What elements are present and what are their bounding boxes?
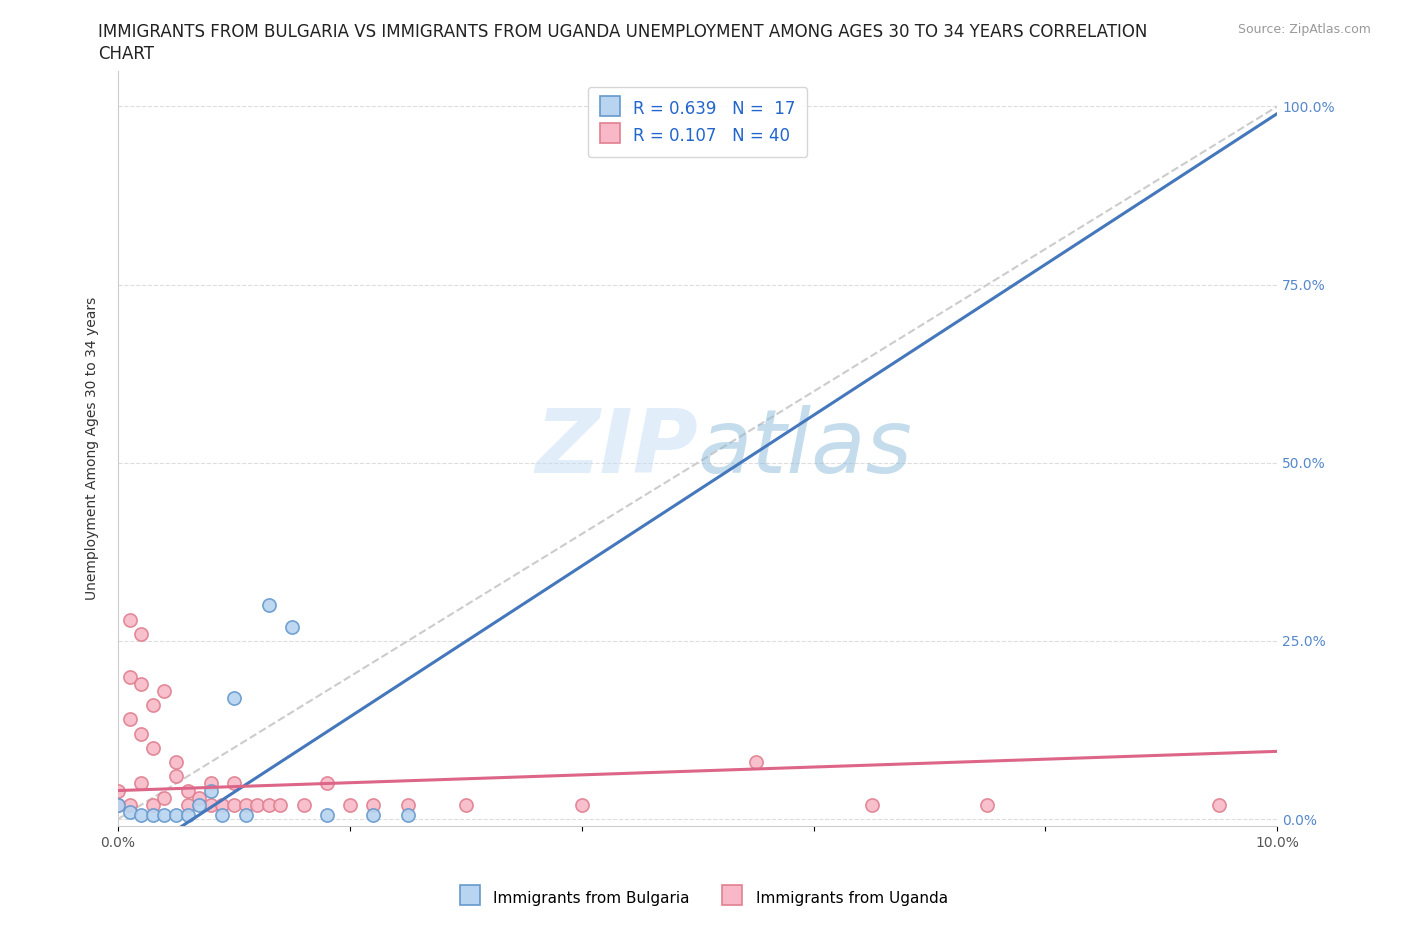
Point [142,740,165,755]
Point [129,808,152,823]
Point [235,808,257,823]
Point [211,797,233,812]
Point [176,808,198,823]
Point [257,797,280,812]
Point [222,797,245,812]
Point [165,769,187,784]
Point [235,797,257,812]
Point [107,797,129,812]
Point [107,797,129,812]
Point [129,676,152,691]
Point [188,790,211,805]
Point [142,698,165,712]
Point [222,690,245,705]
Point [129,726,152,741]
Point [292,797,315,812]
Point [1208,797,1230,812]
Point [107,783,129,798]
Y-axis label: Unemployment Among Ages 30 to 34 years: Unemployment Among Ages 30 to 34 years [86,297,100,600]
Point [165,808,187,823]
Text: Source: ZipAtlas.com: Source: ZipAtlas.com [1237,23,1371,36]
Point [142,808,165,823]
Point [129,776,152,790]
Point [396,808,419,823]
Point [211,808,233,823]
Point [188,797,211,812]
Point [118,804,141,819]
Point [744,754,766,769]
Point [571,797,593,812]
Point [176,797,198,812]
Text: atlas: atlas [697,405,912,491]
Point [361,808,384,823]
Legend: R = 0.639   N =  17, R = 0.107   N = 40: R = 0.639 N = 17, R = 0.107 N = 40 [588,86,807,157]
Point [118,797,141,812]
Point [200,776,222,790]
Point [339,797,361,812]
Point [396,797,419,812]
Legend: Immigrants from Bulgaria, Immigrants from Uganda: Immigrants from Bulgaria, Immigrants fro… [453,883,953,913]
Point [118,711,141,726]
Point [118,612,141,627]
Point [976,797,998,812]
Point [257,598,280,613]
Point [315,776,337,790]
Point [281,619,304,634]
Point [315,808,337,823]
Point [153,808,176,823]
Point [200,797,222,812]
Point [153,684,176,698]
Text: IMMIGRANTS FROM BULGARIA VS IMMIGRANTS FROM UGANDA UNEMPLOYMENT AMONG AGES 30 TO: IMMIGRANTS FROM BULGARIA VS IMMIGRANTS F… [98,23,1147,41]
Point [454,797,477,812]
Text: CHART: CHART [98,45,155,62]
Point [129,626,152,641]
Point [153,790,176,805]
Point [176,783,198,798]
Point [222,776,245,790]
Point [246,797,269,812]
Text: ZIP: ZIP [534,405,697,492]
Point [118,669,141,684]
Point [269,797,291,812]
Point [165,754,187,769]
Point [142,797,165,812]
Point [860,797,883,812]
Point [361,797,384,812]
Point [200,783,222,798]
